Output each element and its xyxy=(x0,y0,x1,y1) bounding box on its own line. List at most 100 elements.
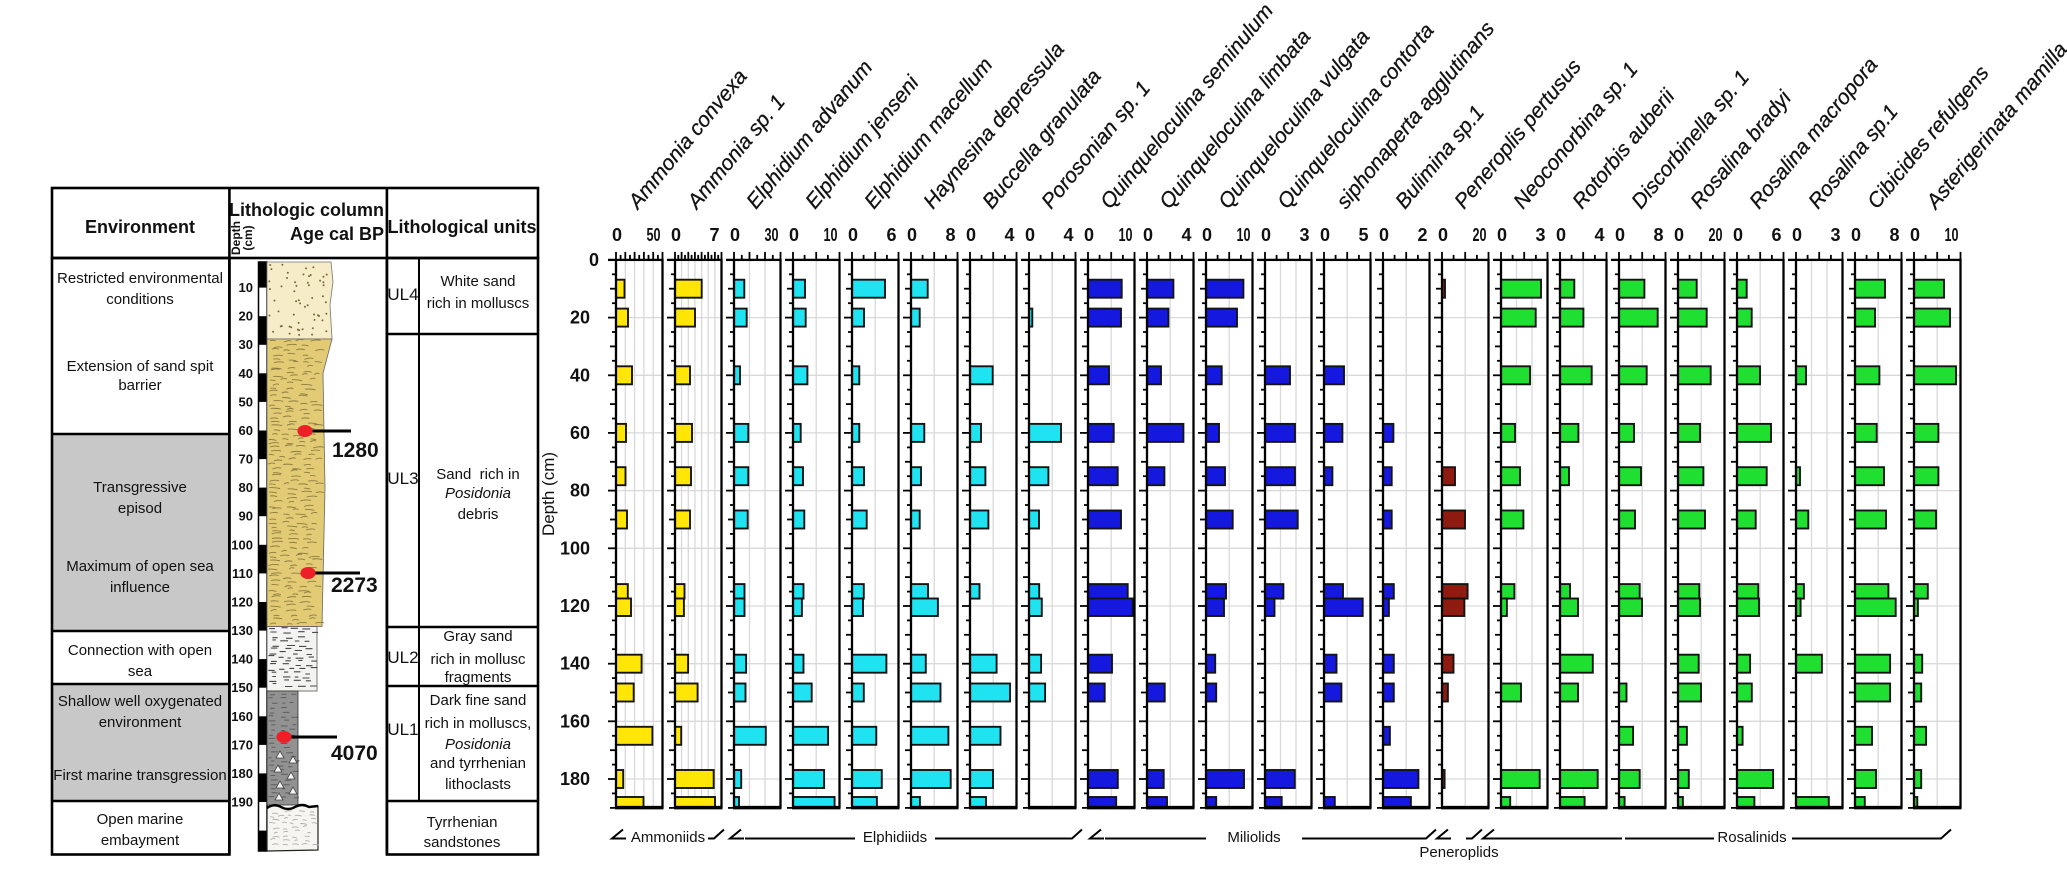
svg-text:Posidonia: Posidonia xyxy=(445,485,511,502)
svg-text:1280: 1280 xyxy=(332,439,379,462)
svg-text:Shallow well oxygenated: Shallow well oxygenated xyxy=(58,693,222,710)
svg-text:Environment: Environment xyxy=(85,217,195,237)
svg-text:8: 8 xyxy=(1653,225,1663,245)
svg-text:30: 30 xyxy=(765,225,779,245)
svg-text:White sand: White sand xyxy=(440,273,515,290)
svg-text:Depth: Depth xyxy=(229,221,243,255)
svg-text:Miliolids: Miliolids xyxy=(1227,829,1280,846)
svg-text:160: 160 xyxy=(231,709,253,724)
svg-text:0: 0 xyxy=(848,225,858,245)
svg-text:0: 0 xyxy=(730,225,740,245)
svg-text:90: 90 xyxy=(239,509,253,524)
svg-text:190: 190 xyxy=(231,795,253,810)
svg-text:UL1: UL1 xyxy=(387,720,418,739)
svg-text:sandstones: sandstones xyxy=(424,834,501,851)
svg-text:First marine transgression: First marine transgression xyxy=(53,767,226,784)
svg-text:0: 0 xyxy=(1615,225,1625,245)
svg-text:Dark fine sand: Dark fine sand xyxy=(430,692,527,709)
svg-text:7: 7 xyxy=(709,225,719,245)
svg-text:0: 0 xyxy=(1143,225,1153,245)
svg-text:100: 100 xyxy=(231,537,253,552)
svg-text:0: 0 xyxy=(789,225,799,245)
svg-text:0: 0 xyxy=(1851,225,1861,245)
svg-text:20: 20 xyxy=(1473,225,1487,245)
svg-text:rich in molluscs,: rich in molluscs, xyxy=(425,715,532,732)
svg-text:3: 3 xyxy=(1535,225,1545,245)
svg-text:Posidonia: Posidonia xyxy=(445,736,511,753)
svg-text:0: 0 xyxy=(1674,225,1684,245)
svg-text:rich in mollusc: rich in mollusc xyxy=(430,651,526,668)
svg-text:150: 150 xyxy=(231,680,253,695)
svg-text:4: 4 xyxy=(1063,225,1073,245)
svg-text:Lithologic column: Lithologic column xyxy=(229,200,384,220)
svg-text:0: 0 xyxy=(966,225,976,245)
svg-text:0: 0 xyxy=(1202,225,1212,245)
svg-text:fragments: fragments xyxy=(445,669,512,686)
svg-text:Elphidiids: Elphidiids xyxy=(863,829,927,846)
svg-text:2273: 2273 xyxy=(331,574,378,597)
svg-text:0: 0 xyxy=(612,225,622,245)
svg-text:environment: environment xyxy=(99,714,182,731)
svg-text:0: 0 xyxy=(1497,225,1507,245)
svg-text:Extension of sand spit: Extension of sand spit xyxy=(67,358,215,375)
svg-text:140: 140 xyxy=(231,652,253,667)
svg-text:110: 110 xyxy=(232,566,253,581)
svg-text:4: 4 xyxy=(1594,225,1604,245)
svg-text:(cm): (cm) xyxy=(241,225,255,250)
svg-text:Sand rich in: Sand rich in xyxy=(436,466,519,483)
svg-text:3: 3 xyxy=(1830,225,1840,245)
svg-text:6: 6 xyxy=(1771,225,1781,245)
svg-text:Restricted environmental: Restricted environmental xyxy=(57,270,223,287)
svg-text:50: 50 xyxy=(647,225,661,245)
svg-text:embayment: embayment xyxy=(101,832,180,849)
svg-text:20: 20 xyxy=(1709,225,1723,245)
svg-text:8: 8 xyxy=(1889,225,1899,245)
svg-text:60: 60 xyxy=(570,423,590,443)
svg-text:2: 2 xyxy=(1417,225,1427,245)
svg-text:lithoclasts: lithoclasts xyxy=(445,776,511,793)
svg-text:Age cal BP: Age cal BP xyxy=(290,224,384,244)
svg-text:5: 5 xyxy=(1358,225,1368,245)
svg-text:barrier: barrier xyxy=(118,377,161,394)
svg-text:3: 3 xyxy=(1299,225,1309,245)
svg-text:10: 10 xyxy=(1945,225,1959,245)
svg-text:0: 0 xyxy=(907,225,917,245)
svg-text:8: 8 xyxy=(945,225,955,245)
svg-text:10: 10 xyxy=(1119,225,1133,245)
svg-text:influence: influence xyxy=(110,579,170,596)
svg-text:sea: sea xyxy=(128,663,153,680)
svg-text:UL3: UL3 xyxy=(387,469,418,488)
svg-text:60: 60 xyxy=(239,423,253,438)
svg-text:4: 4 xyxy=(1181,225,1191,245)
svg-text:0: 0 xyxy=(1438,225,1448,245)
svg-text:Peneroplids: Peneroplids xyxy=(1419,844,1498,861)
svg-text:20: 20 xyxy=(239,309,253,324)
svg-text:UL4: UL4 xyxy=(387,285,418,304)
svg-text:40: 40 xyxy=(570,365,590,385)
svg-text:Depth (cm): Depth (cm) xyxy=(539,452,558,536)
svg-text:Open marine: Open marine xyxy=(97,811,184,828)
svg-text:0: 0 xyxy=(1261,225,1271,245)
svg-text:170: 170 xyxy=(231,737,253,752)
svg-text:180: 180 xyxy=(231,766,253,781)
svg-text:100: 100 xyxy=(560,538,590,558)
svg-text:4070: 4070 xyxy=(331,742,378,765)
svg-text:debris: debris xyxy=(458,506,499,523)
svg-text:50: 50 xyxy=(239,394,253,409)
svg-text:Gray sand: Gray sand xyxy=(443,628,512,645)
svg-text:rich in molluscs: rich in molluscs xyxy=(427,295,530,312)
svg-text:120: 120 xyxy=(231,595,253,610)
svg-text:10: 10 xyxy=(1237,225,1251,245)
svg-text:160: 160 xyxy=(560,711,590,731)
svg-text:180: 180 xyxy=(560,769,590,789)
svg-text:episod: episod xyxy=(118,500,162,517)
svg-text:UL2: UL2 xyxy=(387,648,418,667)
svg-text:20: 20 xyxy=(570,308,590,328)
svg-text:140: 140 xyxy=(560,654,590,674)
svg-text:0: 0 xyxy=(1910,225,1920,245)
svg-text:80: 80 xyxy=(239,480,253,495)
svg-text:0: 0 xyxy=(589,250,599,270)
svg-text:Tyrrhenian: Tyrrhenian xyxy=(427,814,498,831)
svg-text:4: 4 xyxy=(1004,225,1014,245)
svg-text:0: 0 xyxy=(1025,225,1035,245)
